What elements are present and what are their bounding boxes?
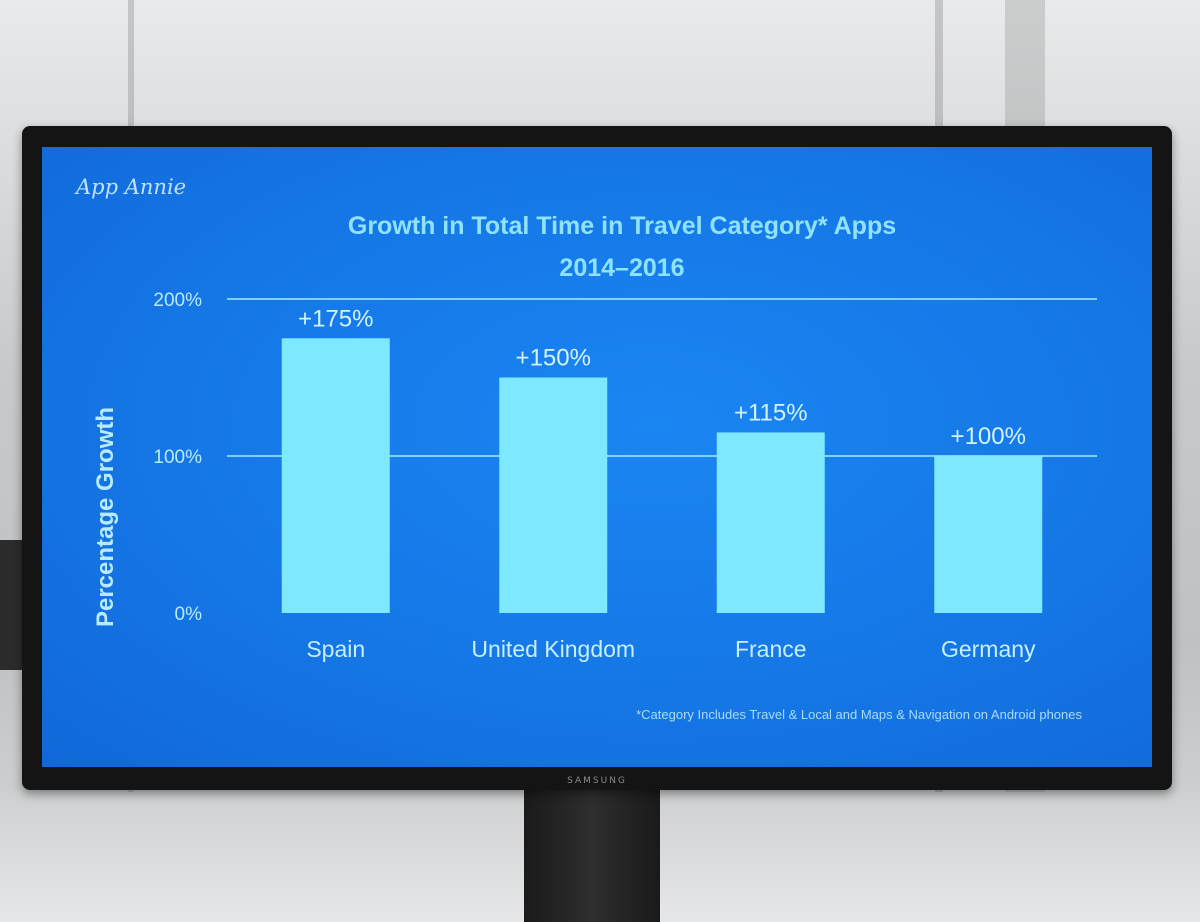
- category-label: France: [735, 636, 807, 662]
- y-tick-label: 100%: [153, 447, 202, 468]
- app-annie-logo: App Annie: [76, 175, 187, 199]
- data-label: +150%: [516, 345, 591, 372]
- category-label: Spain: [306, 636, 365, 662]
- category-label: Germany: [941, 636, 1036, 662]
- y-tick-label: 200%: [153, 290, 202, 311]
- category-label: United Kingdom: [471, 636, 635, 662]
- bar: [499, 377, 608, 613]
- monitor-brand-label: SAMSUNG: [567, 776, 627, 786]
- category-footnote: *Category Includes Travel & Local and Ma…: [636, 707, 1082, 722]
- data-label: +100%: [951, 423, 1026, 450]
- data-label: +115%: [734, 399, 808, 426]
- y-tick-label: 0%: [175, 604, 203, 625]
- bar: [934, 456, 1043, 613]
- data-label: +175%: [298, 305, 373, 332]
- bar: [716, 432, 825, 613]
- presentation-slide: App Annie Growth in Total Time in Travel…: [42, 147, 1152, 767]
- bar-chart: 0% 100% 200% +175% Spain +150% United Kingdom +…: [153, 290, 1097, 662]
- bar: [281, 338, 390, 613]
- chart-title: Growth in Total Time in Travel Category*…: [347, 212, 897, 240]
- monitor-stand: [524, 780, 660, 922]
- chart-subtitle: 2014–2016: [559, 254, 685, 282]
